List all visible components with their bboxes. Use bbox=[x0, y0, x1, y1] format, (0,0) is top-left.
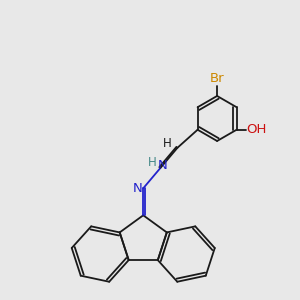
Text: N: N bbox=[158, 159, 167, 172]
Text: H: H bbox=[163, 137, 172, 150]
Text: N: N bbox=[133, 182, 142, 195]
Text: Br: Br bbox=[210, 72, 224, 85]
Text: H: H bbox=[148, 156, 157, 169]
Text: OH: OH bbox=[247, 123, 267, 136]
